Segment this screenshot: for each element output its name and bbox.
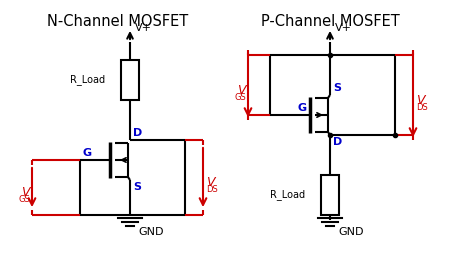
Text: V: V: [237, 83, 246, 97]
Text: G: G: [298, 103, 307, 113]
Text: D: D: [333, 137, 342, 147]
Text: GND: GND: [338, 227, 364, 237]
Text: V: V: [206, 176, 215, 189]
Text: GS: GS: [18, 195, 30, 204]
Text: R_Load: R_Load: [270, 190, 305, 200]
Text: S: S: [133, 182, 141, 192]
Text: P-Channel MOSFET: P-Channel MOSFET: [261, 14, 400, 29]
Text: N-Channel MOSFET: N-Channel MOSFET: [47, 14, 189, 29]
Text: G: G: [83, 148, 92, 158]
Text: V: V: [21, 185, 30, 198]
Text: GS: GS: [234, 92, 246, 102]
Text: R_Load: R_Load: [70, 75, 105, 85]
Bar: [121, 60, 139, 100]
Text: V: V: [416, 93, 425, 106]
Text: V+: V+: [335, 23, 352, 33]
Text: V+: V+: [135, 23, 152, 33]
Text: S: S: [333, 83, 341, 93]
Text: DS: DS: [206, 185, 218, 195]
Text: GND: GND: [138, 227, 164, 237]
Bar: [321, 175, 339, 215]
Text: DS: DS: [416, 104, 428, 112]
Text: D: D: [133, 128, 142, 138]
